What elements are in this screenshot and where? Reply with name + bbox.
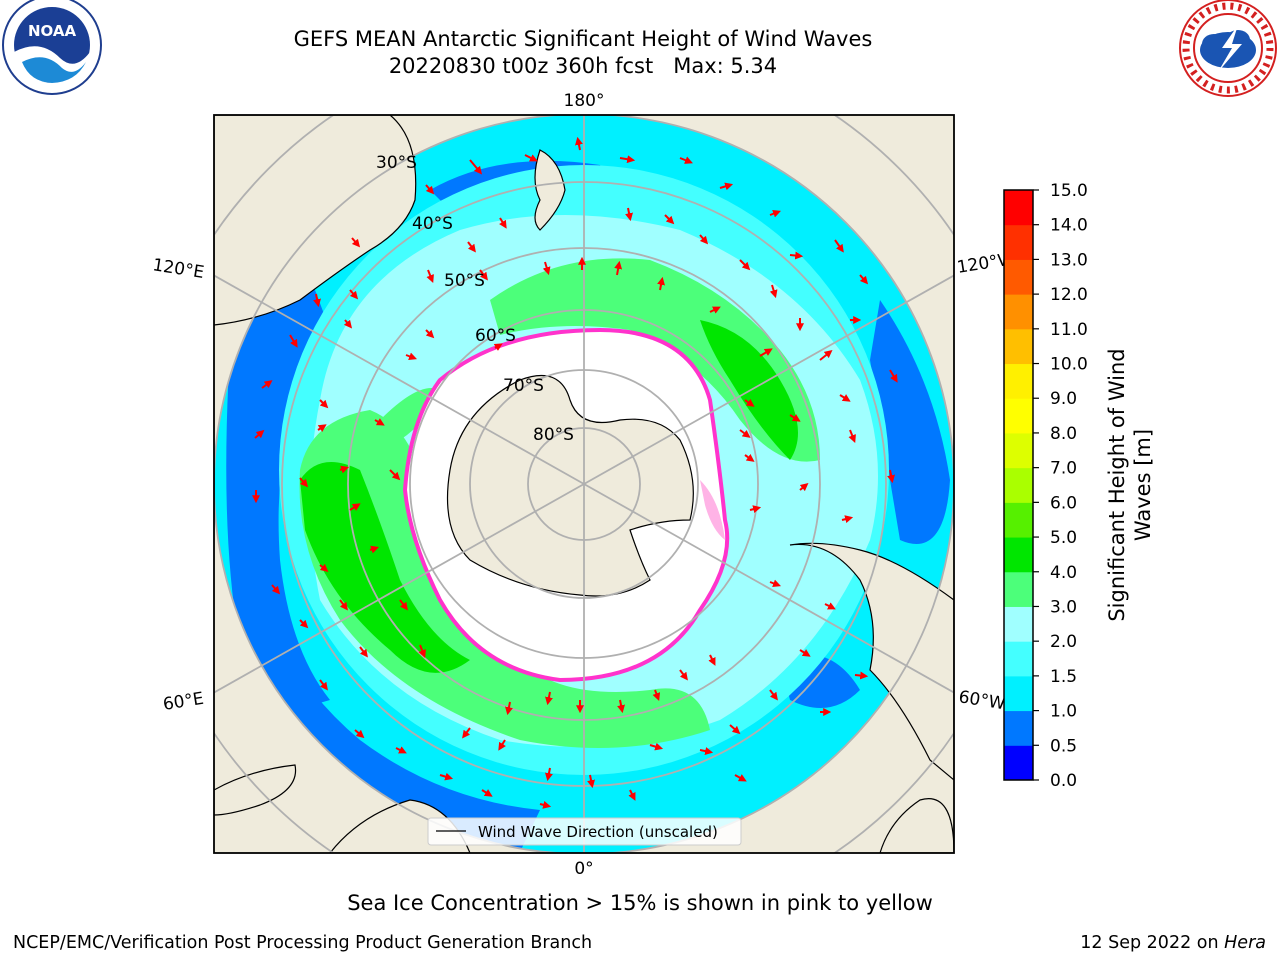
colorbar-segment — [1004, 363, 1033, 399]
antarctica-landmass — [446, 374, 694, 597]
lon-label-60e: 60°E — [162, 689, 206, 715]
south-america-landmass — [789, 542, 954, 781]
colorbar-tick-label: 12.0 — [1050, 285, 1088, 305]
colorbar-tick-label: 4.0 — [1050, 563, 1077, 583]
colorbar-segment — [1004, 675, 1033, 712]
national-weather-service-logo-icon — [1179, 0, 1277, 97]
colorbar-border — [1003, 189, 1034, 781]
noaa-logo-icon: NOAA — [2, 0, 102, 95]
credit-date: 12 Sep 2022 on Hera — [1080, 933, 1266, 953]
antarctic-peninsula-landmass — [879, 798, 954, 853]
madagascar-landmass — [214, 764, 297, 816]
new-zealand-landmass — [534, 149, 566, 231]
lon-label-0: 0° — [574, 859, 593, 879]
map-gridlines — [214, 115, 954, 853]
colorbar-tick-label: 8.0 — [1050, 424, 1077, 444]
colorbar-segment — [1004, 398, 1033, 434]
colorbar-segment — [1004, 467, 1033, 503]
colorbar-segment — [1004, 432, 1033, 469]
legend-label: Wind Wave Direction (unscaled) — [478, 823, 718, 841]
colorbar-tick-label: 14.0 — [1050, 216, 1088, 236]
sea-ice-note: Sea Ice Concentration > 15% is shown in … — [347, 891, 933, 915]
colorbar-tick-label: 2.0 — [1050, 632, 1077, 652]
colorbar-tick-label: 0.5 — [1050, 736, 1077, 756]
colorbar-segment — [1004, 328, 1033, 365]
colorbar-tick-label: 5.0 — [1050, 528, 1077, 548]
noaa-logo-text: NOAA — [28, 22, 77, 40]
colorbar-segment — [1004, 537, 1033, 573]
colorbar-label-line1: Significant Height of Wind — [1105, 348, 1129, 621]
map-legend: Wind Wave Direction (unscaled) — [427, 817, 742, 846]
colorbar-tick-label: 13.0 — [1050, 250, 1088, 270]
map-subtitle: 20220830 t00z 360h fcst Max: 5.34 — [388, 54, 778, 78]
lat-label-80s: 80°S — [533, 425, 574, 445]
colorbar-segment — [1004, 190, 1033, 226]
lat-label-30s: 30°S — [376, 153, 417, 173]
colorbar-segment — [1004, 710, 1033, 746]
colorbar: 0.0 0.5 1.0 1.5 2.0 3.0 4.0 5.0 6.0 7.0 8.0 9.0 10.0… — [1003, 181, 1088, 791]
lat-label-60s: 60°S — [475, 326, 516, 346]
colorbar-tick-label: 7.0 — [1050, 459, 1077, 479]
lon-label-180: 180° — [564, 91, 605, 111]
map-border — [213, 114, 955, 854]
map-title: GEFS MEAN Antarctic Significant Height o… — [293, 27, 873, 51]
colorbar-tick-label: 6.0 — [1050, 493, 1077, 513]
colorbar-tick-label: 3.0 — [1050, 597, 1077, 617]
credit-branch: NCEP/EMC/Verification Post Processing Pr… — [13, 933, 593, 953]
colorbar-tick-label: 11.0 — [1050, 320, 1088, 340]
wind-wave-arrows — [252, 136, 898, 809]
lat-label-40s: 40°S — [412, 214, 453, 234]
colorbar-segment — [1004, 745, 1033, 781]
credit-host: Hera — [1224, 933, 1266, 953]
colorbar-segment — [1004, 571, 1033, 607]
colorbar-tick-label: 15.0 — [1050, 181, 1088, 201]
colorbar-label-line2: Waves [m] — [1131, 429, 1155, 541]
longitude-labels: 180° 0° 120°E 120°W 60°E 60°W — [151, 91, 1016, 879]
lon-label-60w: 60°W — [957, 687, 1007, 714]
colorbar-segment — [1004, 259, 1033, 295]
wave-height-field — [214, 115, 954, 853]
lon-label-120e: 120°E — [151, 255, 205, 283]
colorbar-segment — [1004, 502, 1033, 538]
colorbar-tick-label: 9.0 — [1050, 389, 1077, 409]
colorbar-tick-label: 0.0 — [1050, 771, 1077, 791]
colorbar-tick-label: 1.0 — [1050, 702, 1077, 722]
colorbar-segment — [1004, 641, 1033, 677]
colorbar-segment — [1004, 294, 1033, 330]
colorbar-segment — [1004, 606, 1033, 642]
colorbar-tick-label: 10.0 — [1050, 355, 1088, 375]
lat-label-50s: 50°S — [444, 271, 485, 291]
colorbar-tick-label: 1.5 — [1050, 667, 1077, 687]
lat-label-70s: 70°S — [503, 376, 544, 396]
australia-landmass — [214, 115, 417, 326]
latitude-labels: 30°S 40°S 50°S 60°S 70°S 80°S — [376, 153, 574, 445]
colorbar-segment — [1004, 224, 1033, 260]
credit-date-text: 12 Sep 2022 on — [1080, 933, 1225, 953]
